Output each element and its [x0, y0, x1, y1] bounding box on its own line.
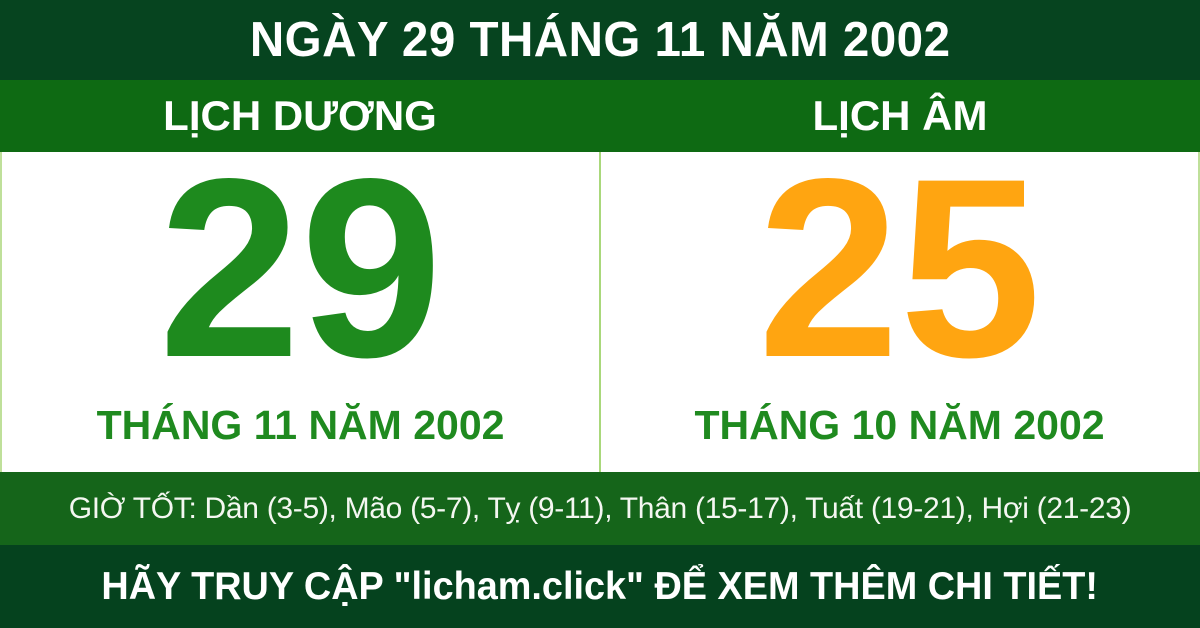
panel-divider [599, 152, 601, 472]
good-hours-text: GIỜ TỐT: Dần (3-5), Mão (5-7), Tỵ (9-11)… [68, 491, 1132, 525]
solar-day-number: 29 [158, 126, 443, 411]
calendar-panels: 29 THÁNG 11 NĂM 2002 25 THÁNG 10 NĂM 200… [0, 126, 1200, 472]
lunar-heading: LỊCH ÂM [812, 92, 988, 139]
footer-bar: HÃY TRUY CẬP "licham.click" ĐỂ XEM THÊM … [0, 545, 1200, 628]
solar-heading-cell: LỊCH DƯƠNG [0, 80, 600, 152]
lunar-heading-cell: LỊCH ÂM [600, 80, 1200, 152]
solar-panel: 29 THÁNG 11 NĂM 2002 [2, 126, 599, 472]
footer-cta-text: HÃY TRUY CẬP "licham.click" ĐỂ XEM THÊM … [101, 564, 1099, 608]
date-title: NGÀY 29 THÁNG 11 NĂM 2002 [249, 13, 951, 67]
header-bar: NGÀY 29 THÁNG 11 NĂM 2002 [0, 0, 1200, 80]
good-hours-bar: GIỜ TỐT: Dần (3-5), Mão (5-7), Tỵ (9-11)… [0, 472, 1200, 545]
lunar-panel: 25 THÁNG 10 NĂM 2002 [601, 126, 1198, 472]
solar-heading: LỊCH DƯƠNG [163, 92, 437, 139]
lunar-day-number: 25 [757, 126, 1042, 411]
lunar-month-label: THÁNG 10 NĂM 2002 [694, 402, 1105, 449]
calendar-type-band: LỊCH DƯƠNG LỊCH ÂM [0, 80, 1200, 152]
solar-month-label: THÁNG 11 NĂM 2002 [96, 402, 505, 449]
